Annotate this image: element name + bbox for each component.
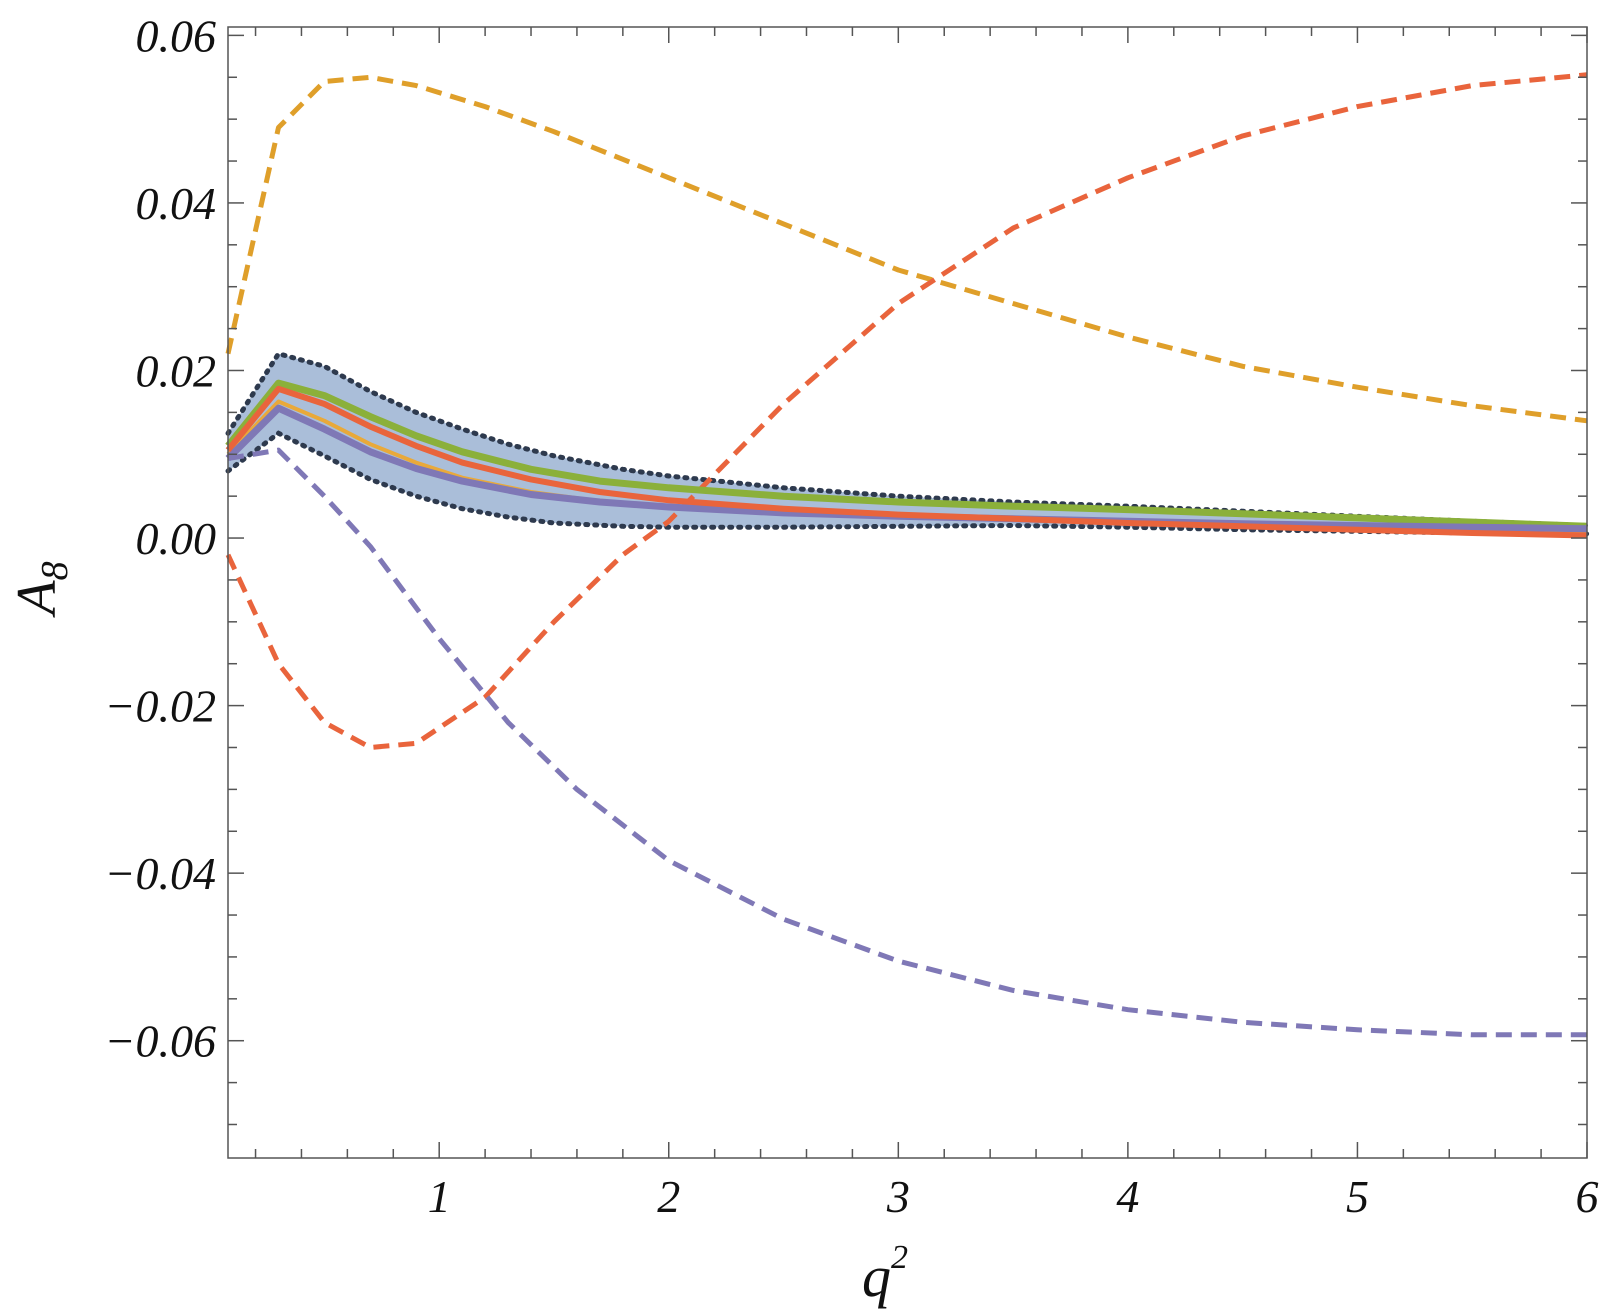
series-line-2-dashed xyxy=(227,447,1587,1038)
series-line-3-solid xyxy=(225,379,1588,530)
x-tick-label: 4 xyxy=(1116,1171,1139,1222)
y-axis-label: A8 xyxy=(6,561,76,618)
plot-frame xyxy=(227,26,1588,1159)
tick-layer xyxy=(228,27,1588,1158)
y-tick-label: 0.00 xyxy=(136,513,217,564)
series-layer xyxy=(225,72,1588,1038)
tick-label-layer: 1 2 3 4 5 6 0.06 0.04 0.02 0.00 −0.02 −0.04 −0.06 xyxy=(104,10,1598,1222)
series-line-5-solid xyxy=(225,404,1588,533)
x-tick-label: 1 xyxy=(428,1171,451,1222)
series-line-6-solid xyxy=(225,385,1588,539)
band-lower-edge xyxy=(225,430,1590,537)
y-tick-label: 0.02 xyxy=(136,345,217,396)
x-tick-label: 3 xyxy=(886,1171,910,1222)
x-tick-label: 2 xyxy=(657,1171,680,1222)
x-axis-label-base: q xyxy=(862,1244,891,1309)
x-tick-label: 5 xyxy=(1346,1171,1369,1222)
x-axis-label-superscript: 2 xyxy=(891,1239,908,1276)
y-tick-label: −0.02 xyxy=(104,681,216,732)
y-axis-label-base: A xyxy=(6,580,68,619)
y-axis-label-subscript: 8 xyxy=(34,561,76,580)
series-line-0-dashed xyxy=(225,74,1588,424)
x-axis-label: q2 xyxy=(862,1239,908,1309)
x-tick-label: 6 xyxy=(1576,1171,1599,1222)
y-tick-label: 0.04 xyxy=(136,178,217,229)
y-tick-label: −0.04 xyxy=(104,848,216,899)
y-tick-label: −0.06 xyxy=(104,1016,216,1067)
series-line-1-dashed xyxy=(225,72,1588,750)
y-tick-label: 0.06 xyxy=(136,10,217,61)
